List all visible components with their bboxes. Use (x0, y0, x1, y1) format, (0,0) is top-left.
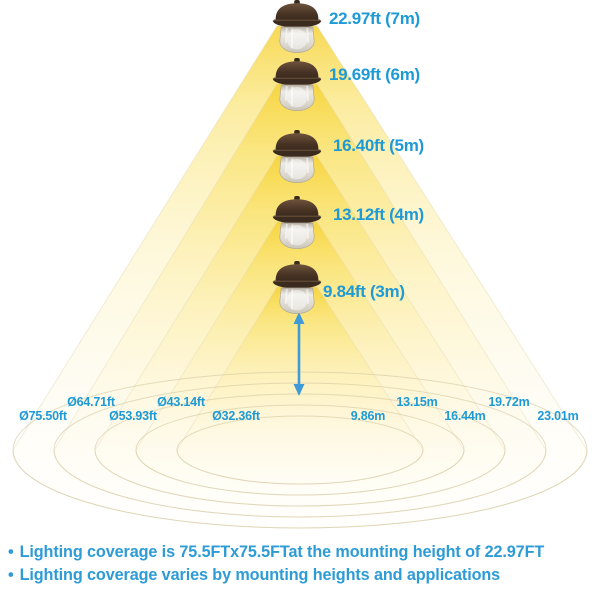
coverage-ellipse-53ft (94, 393, 506, 507)
note-text-coverage: Lighting coverage is 75.5FTx75.5FTat the… (19, 543, 545, 561)
height-label-6m: 19.69ft (6m) (329, 65, 420, 84)
coverage-ellipse-32ft (176, 415, 424, 485)
diameter-label-ft-43: Ø43.14ft (157, 395, 205, 409)
diagram-canvas (12, 0, 588, 529)
height-label-5m: 16.40ft (5m) (333, 136, 424, 155)
diameter-label-m-13: 13.15m (396, 395, 438, 409)
coverage-ellipse-43ft (135, 404, 465, 496)
height-arrow (293, 312, 305, 396)
diameter-label-ft-75: Ø75.50ft (19, 409, 67, 423)
diameter-label-ft-32: Ø32.36ft (212, 409, 260, 423)
height-label-3m: 9.84ft (3m) (323, 282, 405, 301)
diameter-label-ft-64: Ø64.71ft (67, 395, 115, 409)
note-line-varies: • Lighting coverage varies by mounting he… (6, 564, 598, 587)
note-line-coverage: • Lighting coverage is 75.5FTx75.5FTat th… (6, 541, 598, 564)
arrowhead-down-icon (293, 384, 305, 396)
note-text-varies: Lighting coverage varies by mounting hei… (19, 566, 501, 584)
height-label-4m: 13.12ft (4m) (333, 205, 424, 224)
bullet-icon: • (8, 566, 14, 584)
diameter-label-m-9: 9.86m (350, 409, 386, 423)
diameter-label-ft-53: Ø53.93ft (109, 409, 157, 423)
arrowhead-up-icon (293, 312, 305, 324)
diameter-label-m-19: 19.72m (488, 395, 530, 409)
diameter-label-m-16: 16.44m (444, 409, 486, 423)
coverage-ellipses (12, 371, 588, 529)
footer-notes: • Lighting coverage is 75.5FTx75.5FTat th… (6, 541, 598, 587)
diameter-label-m-23: 23.01m (537, 409, 579, 423)
bullet-icon: • (8, 543, 14, 561)
height-label-7m: 22.97ft (7m) (329, 9, 420, 28)
